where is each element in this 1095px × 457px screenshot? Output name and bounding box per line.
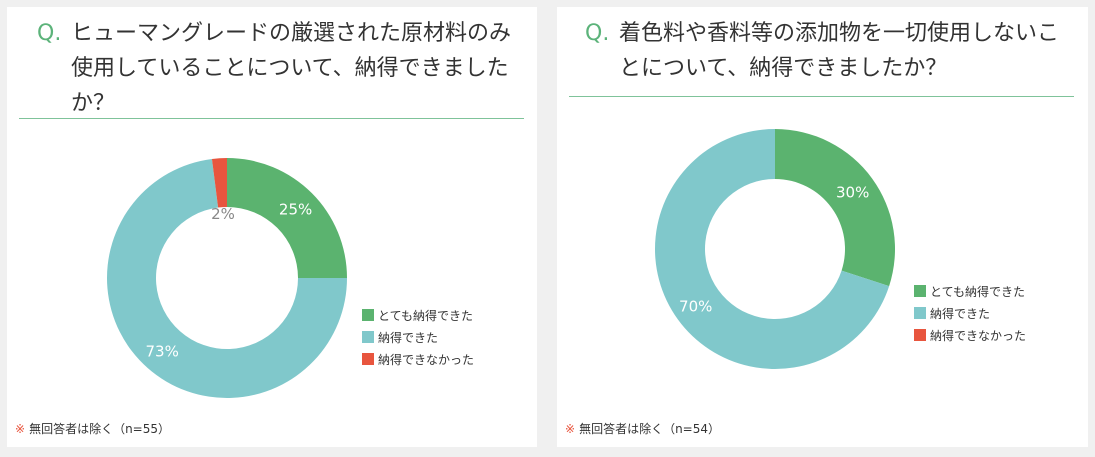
respondent-note: ※ 無回答者は除く（n=55）	[15, 420, 170, 437]
slice-not-satisfied	[211, 158, 227, 208]
legend-swatch	[362, 353, 374, 365]
legend-swatch	[914, 285, 926, 297]
legend-swatch	[362, 309, 374, 321]
legend-label: 納得できた	[378, 330, 439, 345]
chart-legend: とても納得できた 納得できた 納得できなかった	[362, 304, 474, 370]
legend-item-not-satisfied: 納得できなかった	[914, 324, 1026, 346]
slice-very-satisfied	[775, 129, 895, 287]
question-title: Q. ヒューマングレードの厳選された原材料のみ使用していることについて、納得でき…	[37, 16, 517, 121]
question-text: 着色料や香料等の添加物を一切使用しないことについて、納得できましたか？	[619, 21, 1060, 81]
legend-label: とても納得できた	[930, 284, 1026, 299]
question-title: Q. 着色料や香料等の添加物を一切使用しないことについて、納得できましたか？	[585, 16, 1065, 86]
legend-item-satisfied: 納得できた	[362, 326, 474, 348]
chart-legend: とても納得できた 納得できた 納得できなかった	[914, 280, 1026, 346]
question-mark: Q.	[37, 21, 62, 46]
legend-swatch	[362, 331, 374, 343]
respondent-note: ※ 無回答者は除く（n=54）	[565, 420, 720, 437]
donut-chart: 25% 73% 2%	[107, 158, 347, 398]
note-mark: ※	[15, 422, 26, 436]
legend-item-satisfied: 納得できた	[914, 302, 1026, 324]
question-text: ヒューマングレードの厳選された原材料のみ使用していることについて、納得できました…	[71, 21, 512, 116]
data-label: 30%	[836, 184, 869, 202]
legend-label: 納得できなかった	[378, 352, 475, 367]
slice-satisfied	[655, 129, 890, 369]
legend-label: とても納得できた	[378, 308, 474, 323]
data-label: 25%	[279, 200, 312, 218]
donut-chart: 30% 70%	[655, 129, 895, 369]
note-mark: ※	[565, 422, 576, 436]
title-divider	[19, 118, 524, 119]
question-mark: Q.	[585, 21, 610, 46]
data-label: 2%	[211, 205, 235, 223]
slice-very-satisfied	[227, 158, 347, 278]
note-text: 無回答者は除く（n=54）	[579, 422, 720, 436]
question-card-1: Q. ヒューマングレードの厳選された原材料のみ使用していることについて、納得でき…	[7, 7, 537, 447]
data-label: 70%	[679, 298, 712, 316]
legend-label: 納得できなかった	[930, 328, 1027, 343]
legend-swatch	[914, 329, 926, 341]
data-label: 73%	[146, 343, 179, 361]
legend-label: 納得できた	[930, 306, 991, 321]
note-text: 無回答者は除く（n=55）	[29, 422, 170, 436]
question-card-2: Q. 着色料や香料等の添加物を一切使用しないことについて、納得できましたか？ 3…	[557, 7, 1088, 447]
slice-satisfied	[107, 158, 347, 398]
legend-item-very-satisfied: とても納得できた	[914, 280, 1026, 302]
legend-swatch	[914, 307, 926, 319]
title-divider	[569, 96, 1074, 97]
legend-item-not-satisfied: 納得できなかった	[362, 348, 474, 370]
legend-item-very-satisfied: とても納得できた	[362, 304, 474, 326]
